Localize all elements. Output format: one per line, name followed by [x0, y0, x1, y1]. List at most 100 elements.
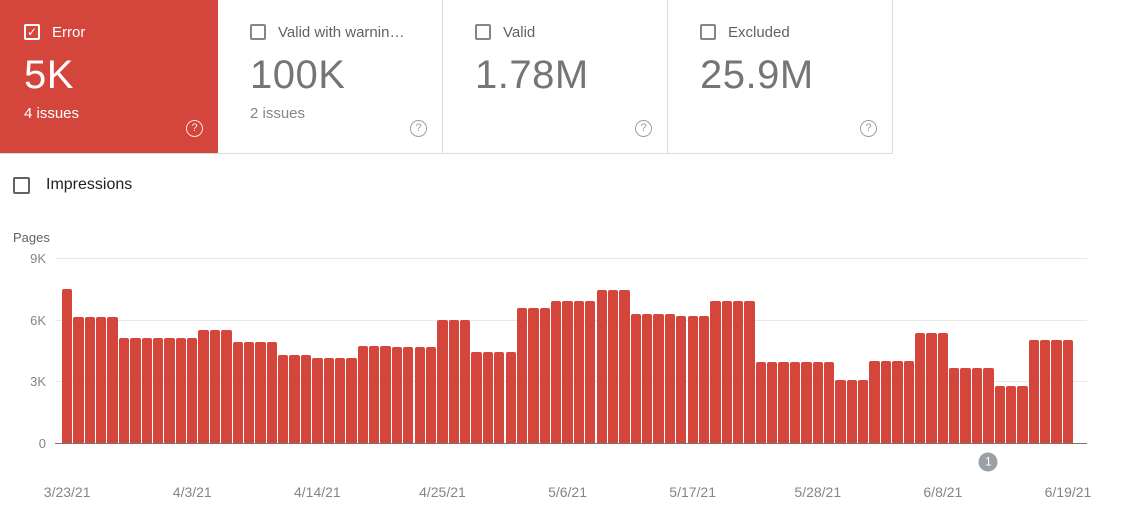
chart-bar[interactable]	[778, 361, 789, 443]
chart-bar[interactable]	[118, 338, 130, 443]
chart-bar[interactable]	[141, 338, 152, 443]
chart-bar[interactable]	[243, 342, 255, 443]
chart-bar[interactable]	[232, 342, 243, 443]
chart-bar[interactable]	[846, 380, 858, 443]
chart-bar[interactable]	[403, 347, 414, 443]
chart-bar[interactable]	[755, 361, 767, 443]
chart-bar[interactable]	[733, 301, 744, 443]
chart-bar[interactable]	[619, 289, 630, 443]
help-icon[interactable]: ?	[635, 120, 652, 137]
chart-bar[interactable]	[300, 354, 312, 443]
chart-bar[interactable]	[334, 357, 346, 443]
chart-bar[interactable]	[460, 319, 471, 443]
chart-bar[interactable]	[562, 301, 573, 443]
chart-bar[interactable]	[73, 316, 84, 443]
chart-bar[interactable]	[664, 313, 676, 443]
impressions-checkbox[interactable]	[13, 176, 30, 194]
chart-bar[interactable]	[789, 361, 801, 443]
chart-bar[interactable]	[505, 351, 516, 443]
impressions-toggle[interactable]: Impressions	[13, 176, 132, 194]
chart-bar[interactable]	[551, 301, 562, 443]
chart-bar[interactable]	[1028, 340, 1039, 443]
chart-bar[interactable]	[812, 361, 823, 443]
chart-bar[interactable]	[1051, 340, 1062, 443]
chart-bar[interactable]	[209, 329, 221, 443]
chart-bar[interactable]	[585, 301, 596, 443]
valid-checkbox[interactable]	[475, 24, 491, 40]
chart-bar[interactable]	[425, 347, 437, 443]
chart-bar[interactable]	[687, 315, 698, 443]
help-icon[interactable]: ?	[410, 120, 427, 137]
chart-bar[interactable]	[596, 289, 607, 443]
chart-bar[interactable]	[278, 354, 289, 443]
chart-bar[interactable]	[482, 351, 494, 443]
card-excluded[interactable]: Excluded 25.9M ?	[668, 0, 893, 153]
chart-bar[interactable]	[380, 346, 391, 443]
chart-bar[interactable]	[1040, 340, 1051, 443]
chart-bar[interactable]	[630, 313, 641, 443]
chart-bar[interactable]	[471, 351, 482, 443]
chart-bar[interactable]	[130, 338, 141, 443]
chart-bar[interactable]	[914, 333, 926, 443]
chart-bar[interactable]	[926, 333, 937, 443]
chart-bar[interactable]	[607, 289, 619, 443]
chart-bar[interactable]	[744, 301, 755, 443]
chart-bar[interactable]	[516, 308, 528, 443]
chart-bar[interactable]	[767, 361, 778, 443]
chart-bar[interactable]	[187, 338, 198, 443]
chart-bar[interactable]	[994, 386, 1005, 443]
chart-bar[interactable]	[903, 360, 914, 443]
chart-bar[interactable]	[221, 329, 232, 443]
chart-bar[interactable]	[835, 380, 846, 443]
chart-bar[interactable]	[949, 367, 960, 443]
chart-bar[interactable]	[448, 319, 459, 443]
chart-bar[interactable]	[152, 338, 164, 443]
chart-bar[interactable]	[289, 354, 300, 443]
chart-bar[interactable]	[346, 357, 357, 443]
error-checkbox[interactable]: ✓	[24, 24, 40, 40]
card-valid-with-warnings[interactable]: Valid with warnin… 100K 2 issues ?	[218, 0, 443, 153]
chart-bar[interactable]	[971, 367, 983, 443]
card-valid[interactable]: Valid 1.78M ?	[443, 0, 668, 153]
chart-bar[interactable]	[528, 308, 539, 443]
chart-bar[interactable]	[676, 315, 687, 443]
chart-bar[interactable]	[642, 313, 653, 443]
chart-bar[interactable]	[62, 288, 73, 443]
chart-bar[interactable]	[573, 301, 585, 443]
chart-bar[interactable]	[892, 360, 903, 443]
chart-bar[interactable]	[266, 342, 277, 443]
chart-bar[interactable]	[414, 347, 425, 443]
chart-bar[interactable]	[369, 346, 380, 443]
chart-bar[interactable]	[983, 367, 994, 443]
chart-bar[interactable]	[437, 319, 448, 443]
chart-bar[interactable]	[391, 347, 403, 443]
chart-bar[interactable]	[698, 315, 710, 443]
chart-bar[interactable]	[494, 351, 505, 443]
chart-bar[interactable]	[858, 380, 869, 443]
chart-bar[interactable]	[84, 316, 96, 443]
chart-bar[interactable]	[539, 308, 550, 443]
chart-bar[interactable]	[960, 367, 971, 443]
chart-bar[interactable]	[357, 346, 368, 443]
chart-bar[interactable]	[869, 360, 880, 443]
chart-bar[interactable]	[710, 301, 721, 443]
chart-bar[interactable]	[653, 313, 664, 443]
chart-bar[interactable]	[801, 361, 812, 443]
chart-bar[interactable]	[323, 357, 334, 443]
chart-bar[interactable]	[198, 329, 209, 443]
chart-bar[interactable]	[107, 316, 118, 443]
chart-bar[interactable]	[1062, 340, 1074, 443]
chart-bar[interactable]	[1005, 386, 1017, 443]
help-icon[interactable]: ?	[860, 120, 877, 137]
chart-bar[interactable]	[312, 357, 323, 443]
card-error[interactable]: ✓ Error 5K 4 issues ?	[0, 0, 218, 153]
chart-bar[interactable]	[823, 361, 835, 443]
chart-bar[interactable]	[96, 316, 107, 443]
chart-annotation-badge[interactable]: 1	[978, 452, 998, 472]
chart-bar[interactable]	[721, 301, 732, 443]
chart-bar[interactable]	[1017, 386, 1028, 443]
chart-bar[interactable]	[255, 342, 266, 443]
excluded-checkbox[interactable]	[700, 24, 716, 40]
valid-with-warnings-checkbox[interactable]	[250, 24, 266, 40]
help-icon[interactable]: ?	[186, 120, 203, 137]
